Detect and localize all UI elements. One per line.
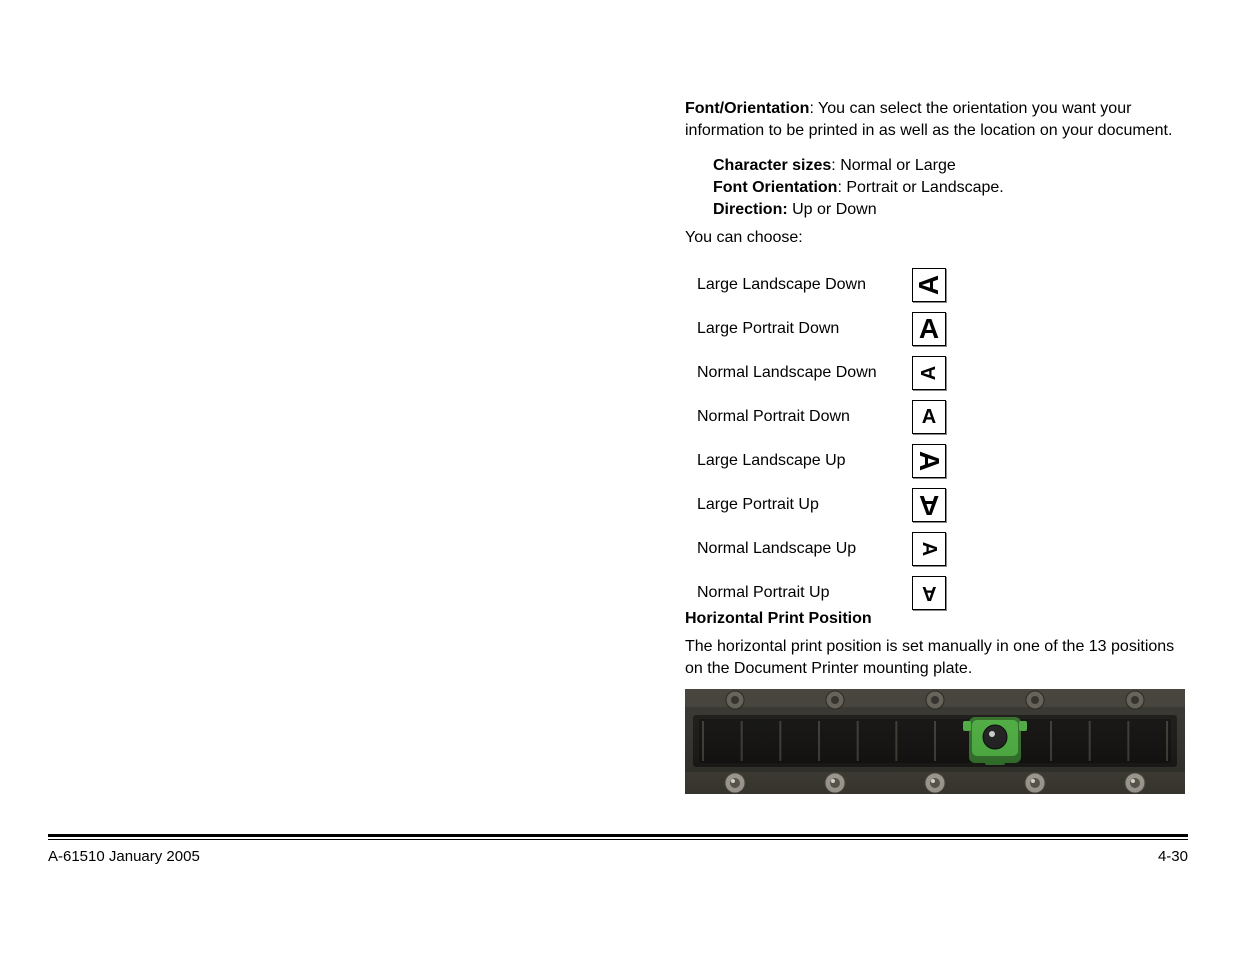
intro-paragraph: Font/Orientation: You can select the ori… bbox=[685, 98, 1185, 141]
char-sizes-text: : Normal or Large bbox=[831, 157, 956, 174]
footer-rule-thick bbox=[48, 834, 1188, 837]
horizontal-heading: Horizontal Print Position bbox=[685, 610, 1185, 628]
letter-a-icon: A bbox=[915, 451, 943, 471]
orientation-list: Large Landscape DownALarge Portrait Down… bbox=[697, 263, 1185, 615]
horizontal-text: The horizontal print position is set man… bbox=[685, 636, 1185, 679]
orientation-icon: A bbox=[912, 444, 946, 478]
orientation-label: Large Landscape Down bbox=[697, 276, 912, 294]
orientation-row: Large Portrait Up A bbox=[697, 483, 1185, 527]
orientation-icon: A bbox=[912, 400, 946, 434]
letter-a-icon: A bbox=[919, 491, 939, 519]
orientation-label: Large Portrait Up bbox=[697, 496, 912, 514]
footer-rule bbox=[48, 834, 1188, 840]
letter-a-icon: A bbox=[922, 407, 936, 427]
orientation-icon: A bbox=[912, 576, 946, 610]
orientation-label: Normal Portrait Down bbox=[697, 408, 912, 426]
orientation-icon: A bbox=[912, 312, 946, 346]
orientation-icon: A bbox=[912, 356, 946, 390]
orientation-row: Large Portrait Down A bbox=[697, 307, 1185, 351]
font-orientation-section: Font/Orientation: You can select the ori… bbox=[685, 82, 1185, 615]
orientation-row: Large Landscape UpA bbox=[697, 439, 1185, 483]
direction-text: Up or Down bbox=[788, 201, 877, 218]
choose-text: You can choose: bbox=[685, 229, 1185, 247]
letter-a-icon: A bbox=[919, 542, 939, 556]
orientation-row: Normal Landscape Up A bbox=[697, 527, 1185, 571]
direction-label: Direction: bbox=[713, 201, 788, 218]
letter-a-icon: A bbox=[919, 366, 939, 380]
footer-rule-thin bbox=[48, 839, 1188, 840]
char-sizes-line: Character sizes: Normal or Large bbox=[713, 157, 1185, 175]
footer-left: A-61510 January 2005 bbox=[48, 848, 200, 865]
font-orient-label: Font Orientation bbox=[713, 179, 837, 196]
orientation-icon: A bbox=[912, 532, 946, 566]
letter-a-icon: A bbox=[915, 275, 943, 295]
orientation-row: Normal Portrait Up A bbox=[697, 571, 1185, 615]
document-page: Font/Orientation: You can select the ori… bbox=[0, 0, 1235, 954]
letter-a-icon: A bbox=[919, 315, 939, 343]
font-orient-line: Font Orientation: Portrait or Landscape. bbox=[713, 179, 1185, 197]
horizontal-section: Horizontal Print Position The horizontal… bbox=[685, 610, 1185, 794]
page-footer: A-61510 January 2005 4-30 bbox=[48, 848, 1188, 865]
orientation-icon: A bbox=[912, 268, 946, 302]
letter-a-icon: A bbox=[922, 583, 936, 603]
orientation-label: Normal Landscape Down bbox=[697, 364, 912, 382]
orientation-label: Normal Landscape Up bbox=[697, 540, 912, 558]
printer-photo bbox=[685, 689, 1185, 794]
char-sizes-label: Character sizes bbox=[713, 157, 831, 174]
intro-bold-label: Font/Orientation bbox=[685, 100, 809, 117]
orientation-row: Large Landscape DownA bbox=[697, 263, 1185, 307]
orientation-icon: A bbox=[912, 488, 946, 522]
orientation-row: Normal Portrait Down A bbox=[697, 395, 1185, 439]
direction-line: Direction: Up or Down bbox=[713, 201, 1185, 219]
orientation-label: Large Portrait Down bbox=[697, 320, 912, 338]
footer-right: 4-30 bbox=[1158, 848, 1188, 865]
orientation-label: Large Landscape Up bbox=[697, 452, 912, 470]
orientation-row: Normal Landscape Down A bbox=[697, 351, 1185, 395]
option-defs: Character sizes: Normal or Large Font Or… bbox=[713, 157, 1185, 219]
font-orient-text: : Portrait or Landscape. bbox=[837, 179, 1003, 196]
orientation-label: Normal Portrait Up bbox=[697, 584, 912, 602]
